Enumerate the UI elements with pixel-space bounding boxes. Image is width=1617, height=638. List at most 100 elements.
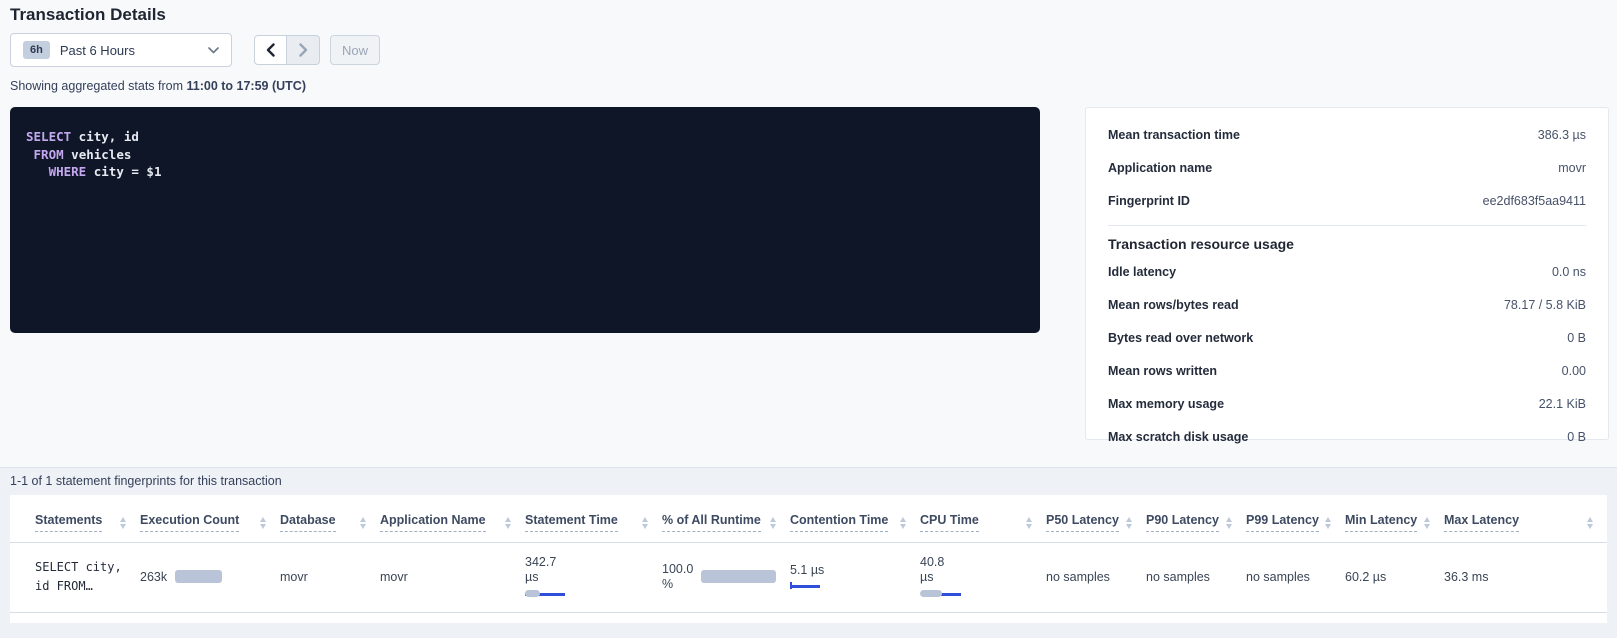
sort-icon	[505, 516, 511, 529]
column-label-p99-latency: P99 Latency	[1246, 513, 1319, 532]
resource-usage-value: 0.0 ns	[1551, 265, 1586, 279]
column-header-application-name[interactable]: Application Name	[380, 495, 525, 543]
time-range-label: Past 6 Hours	[59, 42, 135, 58]
p90-latency-value: no samples	[1146, 569, 1210, 584]
column-header-execution-count[interactable]: Execution Count	[140, 495, 280, 543]
resource-usage-label: Max scratch disk usage	[1108, 430, 1249, 444]
sort-icon	[1026, 516, 1032, 529]
summary-resource-rows: Idle latency 0.0 ns Mean rows/bytes read 78…	[1108, 258, 1586, 451]
resource-usage-label: Mean rows written	[1108, 364, 1218, 378]
statement-time-bar	[525, 590, 577, 598]
resource-usage-value: 22.1 KiB	[1538, 397, 1586, 411]
column-header-statements[interactable]: Statements	[10, 495, 140, 543]
chevron-right-icon	[298, 43, 307, 57]
transaction-summary-card: Mean transaction time 386.3 µs Application…	[1085, 107, 1609, 444]
summary-info-label: Mean transaction time	[1108, 128, 1240, 142]
resource-usage-row: Bytes read over network 0 B	[1108, 324, 1586, 352]
column-label-p90-latency: P90 Latency	[1146, 513, 1219, 532]
sort-icon	[360, 516, 366, 529]
column-label-contention-time: Contention Time	[790, 513, 889, 532]
subtitle-prefix: Showing aggregated stats from	[10, 79, 187, 93]
sort-icon	[1325, 516, 1331, 529]
column-label-min-latency: Min Latency	[1345, 513, 1418, 532]
resource-usage-row: Max scratch disk usage 0 B	[1108, 423, 1586, 451]
cpu-time-bar	[920, 590, 972, 598]
resource-usage-label: Max memory usage	[1108, 397, 1225, 411]
statements-table: Statements Execution Count Database Applica…	[10, 495, 1607, 613]
summary-info-rows: Mean transaction time 386.3 µs Application…	[1108, 121, 1586, 215]
column-header-p90-latency[interactable]: P90 Latency	[1146, 495, 1246, 543]
summary-info-value: movr	[1558, 161, 1586, 175]
resource-usage-row: Idle latency 0.0 ns	[1108, 258, 1586, 286]
column-header-statement-time[interactable]: Statement Time	[525, 495, 662, 543]
column-label-statements: Statements	[35, 513, 103, 532]
execution-count-bar	[175, 570, 223, 583]
time-range-dropdown[interactable]: 6h Past 6 Hours	[10, 33, 232, 67]
sort-icon	[642, 516, 648, 529]
sort-icon	[1424, 516, 1430, 529]
column-header-p99-latency[interactable]: P99 Latency	[1246, 495, 1345, 543]
column-header-database[interactable]: Database	[280, 495, 380, 543]
sort-icon	[1226, 516, 1232, 529]
time-nav-group	[254, 35, 320, 65]
contention-time-value: 5.1 µs	[790, 563, 825, 577]
column-label-max-latency: Max Latency	[1444, 513, 1520, 532]
column-header-contention-time[interactable]: Contention Time	[790, 495, 920, 543]
statement-table-row: SELECT city, id FROM… 263k movr movr	[10, 543, 1607, 613]
sort-icon	[1126, 516, 1132, 529]
chevron-left-icon	[266, 43, 275, 57]
next-time-button[interactable]	[287, 35, 320, 65]
execution-count-value: 263k	[140, 569, 168, 584]
column-label-p50-latency: P50 Latency	[1046, 513, 1119, 532]
column-label-database: Database	[280, 513, 336, 532]
column-header-max-latency[interactable]: Max Latency	[1444, 495, 1607, 543]
resource-usage-value: 78.17 / 5.8 KiB	[1503, 298, 1586, 312]
summary-info-value: ee2df683f5aa9411	[1482, 194, 1586, 208]
sql-code: SELECT city, id FROM vehicles WHERE city…	[26, 129, 162, 179]
max-latency-value: 36.3 ms	[1444, 569, 1489, 584]
column-label-cpu-time: CPU Time	[920, 513, 979, 532]
table-header-row: Statements Execution Count Database Applica…	[10, 495, 1607, 543]
column-label-of-all-runtime: % of All Runtime	[662, 513, 761, 532]
subtitle-range: 11:00 to 17:59 (UTC)	[186, 79, 306, 93]
resource-usage-value: 0.00	[1561, 364, 1586, 378]
resource-usage-value: 0 B	[1567, 331, 1586, 345]
column-header-min-latency[interactable]: Min Latency	[1345, 495, 1444, 543]
runtime-pct-bar	[701, 570, 776, 583]
resource-usage-row: Mean rows written 0.00	[1108, 357, 1586, 385]
resource-usage-label: Mean rows/bytes read	[1108, 298, 1239, 312]
statements-table-card: Statements Execution Count Database Applica…	[10, 495, 1607, 623]
statement-time-value: 342.7 µs	[525, 555, 557, 584]
sort-icon	[260, 516, 266, 529]
summary-info-label: Application name	[1108, 161, 1213, 175]
summary-info-row: Mean transaction time 386.3 µs	[1108, 121, 1586, 149]
prev-time-button[interactable]	[254, 35, 287, 65]
application-name-value: movr	[380, 569, 408, 584]
summary-info-row: Application name movr	[1108, 154, 1586, 182]
runtime-pct-value: 100.0 %	[662, 561, 694, 591]
summary-divider	[1108, 225, 1586, 226]
column-header-of-all-runtime[interactable]: % of All Runtime	[662, 495, 790, 543]
resource-usage-label: Idle latency	[1108, 265, 1177, 279]
column-header-cpu-time[interactable]: CPU Time	[920, 495, 1046, 543]
column-label-application-name: Application Name	[380, 513, 486, 532]
min-latency-value: 60.2 µs	[1345, 569, 1387, 584]
statement-link[interactable]: SELECT city, id FROM…	[35, 559, 122, 593]
now-button[interactable]: Now	[330, 35, 380, 65]
summary-info-value: 386.3 µs	[1537, 128, 1586, 142]
chevron-down-icon	[208, 46, 219, 54]
resource-usage-row: Mean rows/bytes read 78.17 / 5.8 KiB	[1108, 291, 1586, 319]
page-title: Transaction Details	[10, 5, 166, 24]
aggregated-stats-subtitle: Showing aggregated stats from 11:00 to 1…	[10, 79, 306, 93]
column-label-statement-time: Statement Time	[525, 513, 618, 532]
resource-usage-label: Bytes read over network	[1108, 331, 1254, 345]
sort-icon	[900, 516, 906, 529]
sort-icon	[120, 516, 126, 529]
summary-info-row: Fingerprint ID ee2df683f5aa9411	[1108, 187, 1586, 215]
time-controls: 6h Past 6 Hours Now	[10, 33, 380, 67]
resource-usage-row: Max memory usage 22.1 KiB	[1108, 390, 1586, 418]
column-header-p50-latency[interactable]: P50 Latency	[1046, 495, 1146, 543]
time-range-badge: 6h	[23, 41, 50, 59]
transaction-sql-box: SELECT city, id FROM vehicles WHERE city…	[10, 107, 1040, 333]
